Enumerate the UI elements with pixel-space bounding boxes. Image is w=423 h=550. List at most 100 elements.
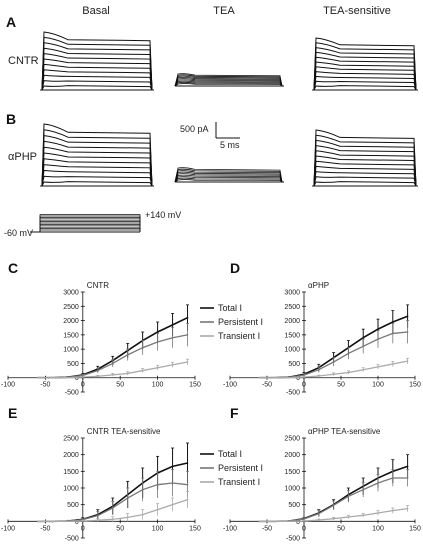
data-point (82, 374, 84, 377)
legend-label: Persistent I (218, 317, 263, 327)
y-tick-label: 1500 (63, 332, 79, 339)
panel-letter-c: C (8, 260, 18, 276)
current-trace (312, 51, 417, 91)
data-point (258, 376, 261, 379)
data-point (392, 509, 394, 512)
data-point (171, 503, 174, 506)
current-trace (40, 140, 153, 187)
series-transient-i (258, 357, 410, 379)
chart-title: αPHP TEA-sensitive (308, 427, 381, 436)
series-persistent-i (37, 323, 190, 379)
series-total-i (37, 304, 190, 379)
data-point (303, 376, 305, 378)
protocol-step (39, 214, 141, 232)
series-total-i (258, 304, 410, 379)
data-point (111, 518, 114, 521)
data-point (406, 331, 409, 333)
data-point (96, 369, 99, 372)
x-tick-label: -100 (223, 382, 237, 389)
data-point (156, 483, 159, 486)
current-trace (174, 174, 283, 183)
x-tick-label: 50 (337, 382, 345, 389)
current-trace (40, 74, 153, 91)
column-label-tea: TEA (213, 5, 235, 17)
x-tick-label: 100 (372, 525, 384, 532)
traces-aphp-tea-sensitive (312, 129, 418, 187)
y-tick-label: 0 (75, 519, 79, 526)
x-tick-label: -100 (223, 525, 237, 532)
current-trace (174, 80, 283, 87)
current-trace (40, 181, 153, 187)
current-trace (174, 75, 283, 87)
x-tick-label: 50 (337, 525, 345, 532)
y-tick-label: -500 (65, 390, 79, 397)
series-persistent-i (258, 469, 410, 523)
panel-letter-d: D (230, 260, 240, 276)
data-point (347, 352, 350, 355)
current-trace (174, 81, 283, 87)
data-point (392, 477, 394, 479)
data-point (52, 520, 54, 523)
current-trace (174, 83, 283, 87)
x-tick-label: -100 (1, 525, 15, 532)
data-point (392, 363, 394, 365)
x-tick-label: 100 (372, 382, 384, 389)
legend-label: Total I (218, 303, 242, 313)
iv-chart-cntr-tea-sensitive: CNTR TEA-sensitive-100-50050100150-50005… (1, 427, 201, 543)
legend-label: Transient I (218, 331, 260, 341)
traces-cntr-basal (40, 31, 154, 91)
traces-aphp-tea (174, 167, 284, 183)
current-trace (40, 146, 153, 187)
data-point (111, 362, 114, 365)
current-trace (312, 85, 417, 91)
data-point (96, 519, 99, 522)
data-point (377, 366, 379, 368)
panel-letter-e: E (8, 405, 17, 421)
current-trace (312, 145, 417, 187)
column-label-tea-sensitive: TEA-sensitive (323, 5, 391, 17)
y-tick-label: 2500 (63, 304, 79, 311)
data-point (347, 495, 350, 498)
row-label-aphp: αPHP (8, 151, 37, 163)
y-tick-label: -500 (286, 536, 300, 543)
data-point (392, 321, 394, 323)
iv-chart-aphp: αPHP-100-50050100150-5000500100015002000… (223, 281, 421, 397)
legend-label: Transient I (218, 477, 260, 487)
y-tick-label: 500 (288, 502, 300, 509)
y-tick-label: 0 (296, 519, 300, 526)
y-tick-label: 2000 (63, 318, 79, 325)
data-point (171, 465, 174, 468)
data-point (67, 376, 69, 379)
chart-title: αPHP (308, 281, 329, 290)
x-tick-label: 150 (189, 525, 201, 532)
data-point (156, 341, 159, 343)
current-trace (40, 42, 153, 91)
data-point (258, 520, 261, 523)
data-point (318, 375, 320, 377)
current-trace (312, 75, 417, 91)
data-point (406, 507, 409, 510)
current-trace (174, 78, 283, 87)
y-tick-label: 500 (67, 361, 79, 368)
x-tick-label: 50 (116, 382, 124, 389)
x-tick-label: -50 (262, 382, 272, 389)
current-trace (312, 37, 417, 91)
data-point (406, 477, 409, 479)
data-point (303, 374, 305, 376)
y-tick-label: 2000 (284, 452, 300, 459)
current-trace (40, 152, 153, 187)
data-point (303, 520, 305, 522)
data-point (141, 346, 144, 349)
data-point (37, 520, 39, 523)
current-trace (174, 76, 283, 87)
y-tick-label: 3000 (63, 290, 79, 297)
data-point (377, 328, 379, 330)
data-point (186, 483, 189, 486)
y-tick-label: 1000 (284, 347, 300, 354)
iv-chart-cntr: CNTR-100-50050100150-5000500100015002000… (1, 281, 201, 397)
scale-bar-time-label: 5 ms (220, 140, 240, 150)
data-point (171, 482, 174, 484)
legend-label: Persistent I (218, 463, 263, 473)
scale-bar: 500 pA 5 ms (180, 122, 240, 150)
current-trace (174, 167, 283, 183)
